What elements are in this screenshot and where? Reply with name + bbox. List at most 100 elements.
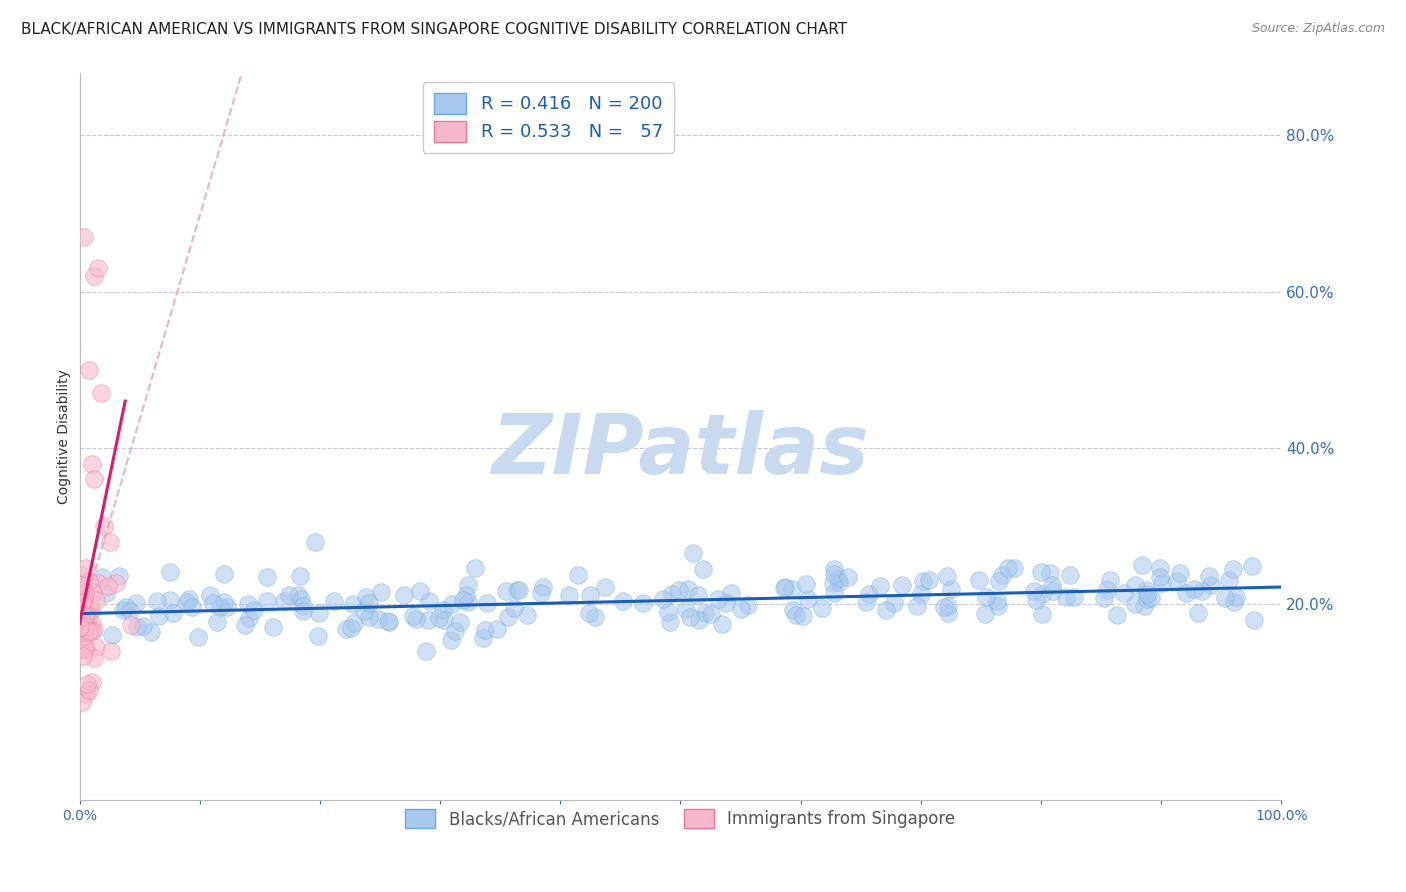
Point [359, 596, 381, 610]
Point [75, 687, 97, 701]
Point [631, 596, 654, 610]
Point [997, 560, 1019, 574]
Point [124, 595, 146, 609]
Point [657, 605, 679, 619]
Point [1136, 591, 1159, 606]
Point [205, 615, 228, 630]
Point [716, 596, 738, 610]
Point [292, 599, 315, 614]
Point [932, 599, 955, 614]
Point [125, 620, 148, 634]
Point [212, 566, 235, 581]
Point [1112, 586, 1135, 600]
Point [1040, 578, 1063, 592]
Point [1002, 561, 1025, 575]
Point [418, 594, 440, 608]
Point [90, 386, 112, 401]
Point [146, 594, 169, 608]
Point [1130, 558, 1153, 573]
Point [987, 599, 1010, 613]
Point [415, 644, 437, 658]
Point [76, 677, 98, 691]
Point [823, 562, 845, 576]
Point [869, 580, 891, 594]
Point [96, 586, 118, 600]
Point [427, 610, 450, 624]
Point [679, 610, 702, 624]
Point [83, 651, 105, 665]
Point [139, 625, 162, 640]
Point [73, 561, 96, 575]
Point [72, 649, 94, 664]
Point [292, 604, 315, 618]
Point [583, 610, 606, 624]
Point [707, 592, 730, 607]
Point [187, 630, 209, 644]
Point [678, 582, 700, 596]
Point [307, 629, 329, 643]
Point [159, 565, 181, 579]
Legend: Blacks/African Americans, Immigrants from Singapore: Blacks/African Americans, Immigrants fro… [399, 802, 962, 835]
Point [502, 600, 524, 615]
Point [823, 586, 845, 600]
Point [828, 575, 851, 590]
Point [451, 592, 474, 607]
Point [367, 612, 389, 626]
Point [335, 622, 357, 636]
Point [1168, 566, 1191, 580]
Point [495, 584, 517, 599]
Point [936, 599, 959, 613]
Point [83, 269, 105, 284]
Point [1063, 590, 1085, 604]
Point [441, 598, 464, 612]
Point [1191, 584, 1213, 599]
Point [359, 610, 381, 624]
Point [1187, 606, 1209, 620]
Point [181, 599, 204, 614]
Point [936, 606, 959, 620]
Point [304, 535, 326, 549]
Point [811, 601, 834, 615]
Point [1199, 577, 1222, 591]
Point [80, 603, 103, 617]
Point [976, 590, 998, 604]
Point [120, 618, 142, 632]
Point [686, 588, 709, 602]
Point [212, 595, 235, 609]
Y-axis label: Cognitive Disability: Cognitive Disability [58, 368, 72, 504]
Point [911, 574, 934, 589]
Point [340, 622, 363, 636]
Point [120, 604, 142, 618]
Point [652, 591, 675, 606]
Point [1092, 591, 1115, 605]
Point [162, 606, 184, 620]
Point [72, 599, 94, 613]
Point [69, 636, 91, 650]
Point [288, 569, 311, 583]
Point [77, 615, 100, 629]
Point [86, 261, 108, 276]
Point [308, 606, 330, 620]
Point [378, 615, 401, 629]
Point [148, 608, 170, 623]
Point [1218, 573, 1240, 587]
Point [208, 599, 231, 614]
Point [1174, 586, 1197, 600]
Point [823, 567, 845, 582]
Point [70, 621, 93, 635]
Point [1149, 570, 1171, 584]
Point [891, 577, 914, 591]
Point [1042, 583, 1064, 598]
Point [876, 603, 898, 617]
Point [77, 363, 100, 377]
Point [1133, 599, 1156, 614]
Point [105, 576, 128, 591]
Point [82, 624, 104, 638]
Point [84, 592, 107, 607]
Point [1025, 593, 1047, 607]
Point [72, 593, 94, 607]
Point [516, 608, 538, 623]
Point [77, 574, 100, 588]
Point [794, 576, 817, 591]
Point [73, 230, 96, 244]
